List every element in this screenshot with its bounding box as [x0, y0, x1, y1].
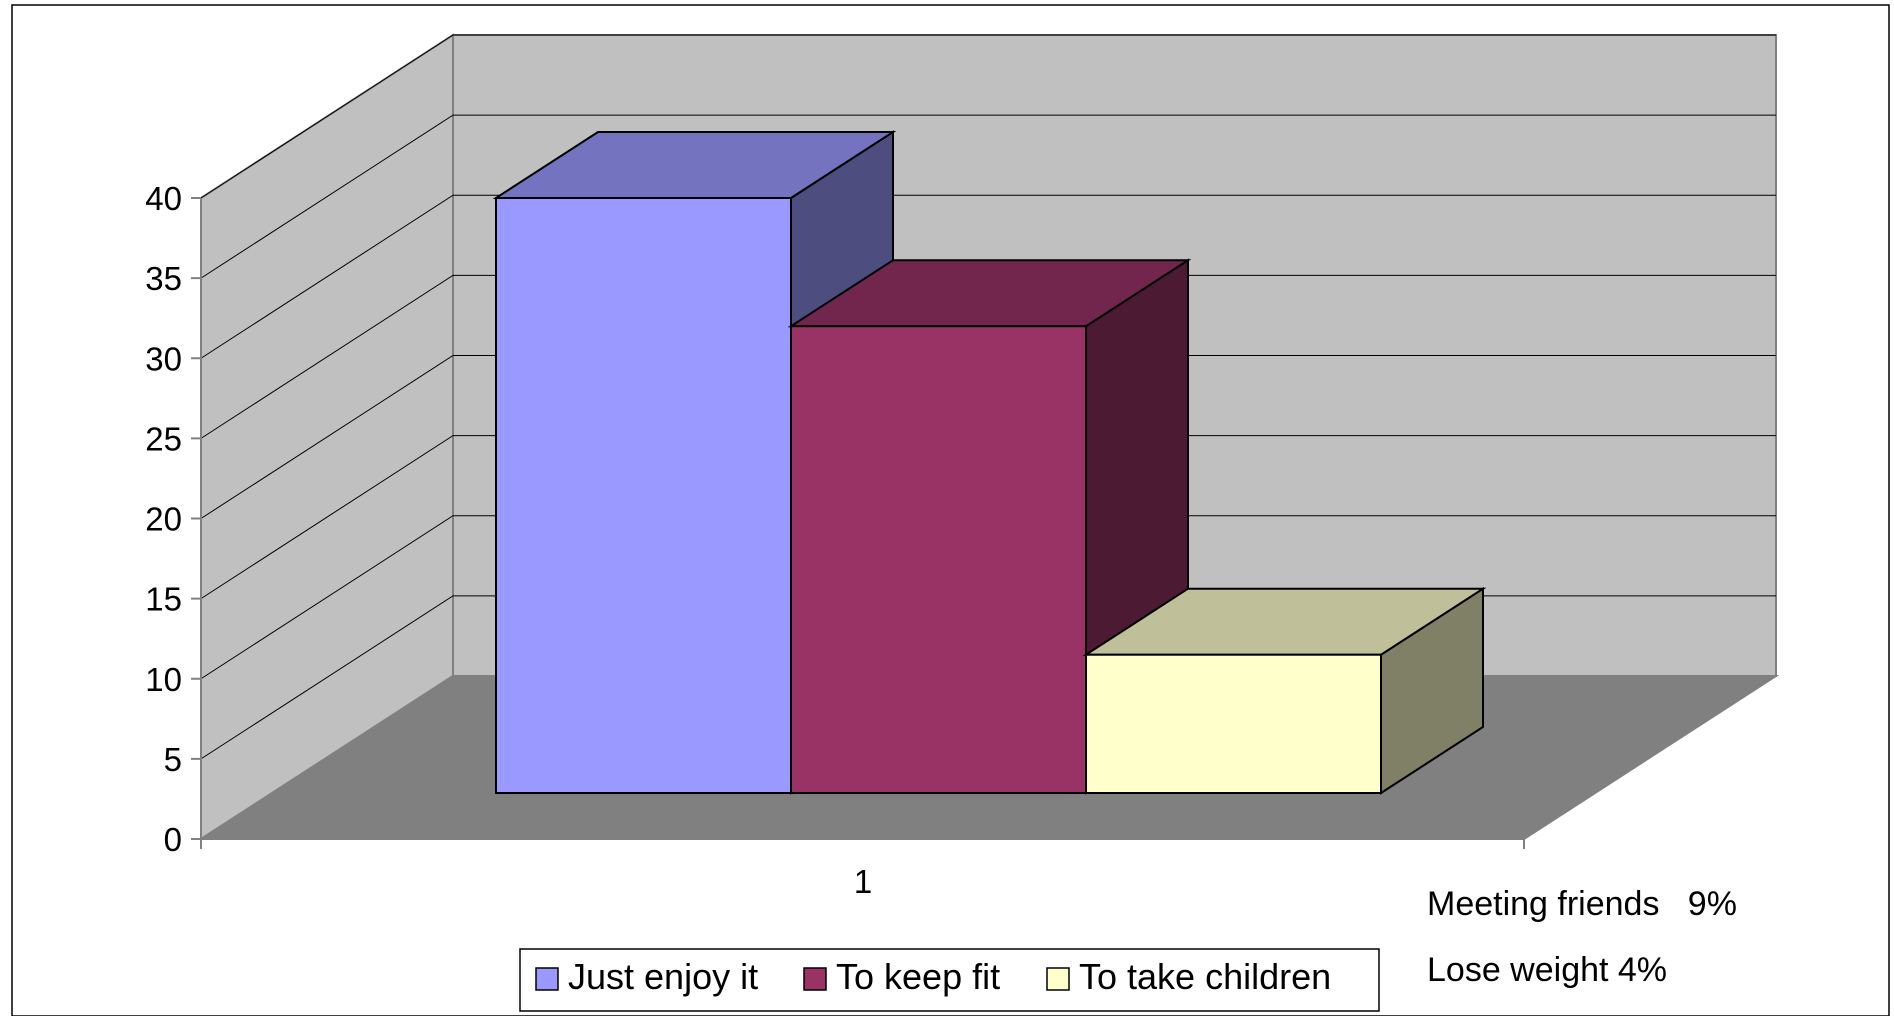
gridline-25: [200, 274, 1776, 439]
y-tick-label-15: 15: [145, 581, 182, 618]
x-tick-label: 1: [854, 863, 872, 900]
legend-label-just-enjoy-it: Just enjoy it: [568, 956, 758, 997]
gridline-10: [200, 515, 1776, 680]
y-tick-label-40: 40: [145, 180, 182, 217]
legend-label-to-take-children: To take children: [1079, 956, 1331, 997]
y-tick-label-5: 5: [164, 741, 182, 778]
legend-swatch-just-enjoy-it: [535, 967, 559, 991]
bar-front-to-take-children: [1085, 653, 1382, 795]
bars: [492, 130, 1487, 795]
y-tick-label-0: 0: [164, 821, 182, 858]
gridline-35: [200, 114, 1776, 279]
y-tick-label-25: 25: [145, 420, 182, 457]
y-axis: 0 5 10 15 20 25 30 35 40: [145, 180, 1525, 858]
legend-box: [519, 948, 1380, 1012]
legend-swatch-to-keep-fit: [803, 967, 827, 991]
y-tick-label-30: 30: [145, 340, 182, 377]
gridline-40: [200, 34, 1776, 199]
gridline-30: [200, 194, 1776, 359]
legend-label-to-keep-fit: To keep fit: [836, 956, 1000, 997]
annotation-meeting-friends: Meeting friends 9%: [1427, 885, 1737, 923]
bar-to-take-children: [1082, 586, 1487, 795]
y-tick-label-35: 35: [145, 260, 182, 297]
annotation-lose-weight: Lose weight 4%: [1427, 951, 1667, 989]
legend-swatch-to-take-children: [1046, 967, 1070, 991]
legend: Just enjoy it To keep fit To take childr…: [519, 948, 1380, 1012]
y-tick-label-20: 20: [145, 501, 182, 538]
bar-front-to-keep-fit: [790, 325, 1087, 794]
y-tick-label-10: 10: [145, 661, 182, 698]
bar-front-just-enjoy-it: [495, 197, 792, 794]
gridline-20: [200, 355, 1776, 519]
gridline-15: [200, 435, 1776, 600]
